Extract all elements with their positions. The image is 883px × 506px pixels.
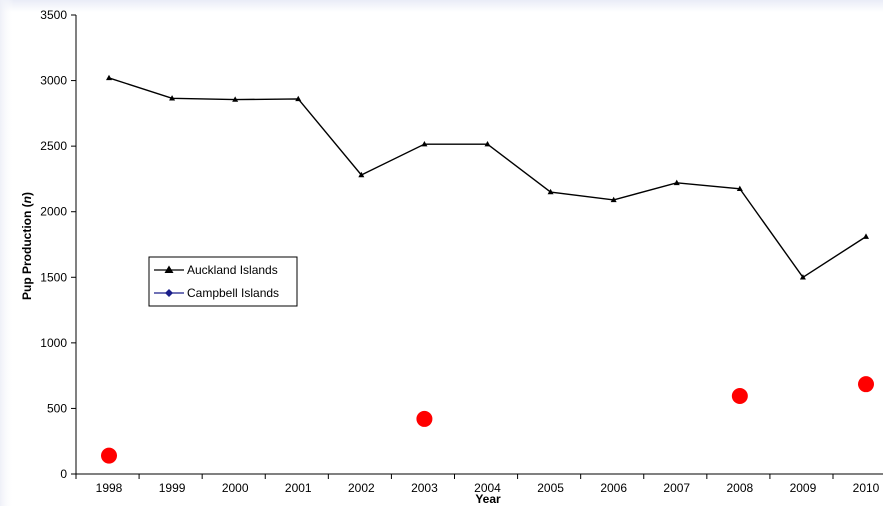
x-tick-label: 2009 [790, 481, 817, 495]
x-tick-label: 2007 [663, 481, 690, 495]
x-tick-label: 1998 [96, 481, 123, 495]
y-tick-label: 1000 [40, 336, 67, 350]
tick-labels: 0 500 1000 1500 2000 2500 3000 3500 1998 1999 2000… [40, 8, 879, 495]
x-tick-label: 2003 [411, 481, 438, 495]
series-markers [106, 74, 869, 280]
legend-campbell-marker [165, 289, 173, 297]
x-tick-label: 2008 [726, 481, 753, 495]
auckland-point [169, 95, 176, 101]
y-tick-label: 0 [60, 467, 67, 481]
y-tick-label: 500 [47, 401, 67, 415]
y-axis-label: Pup Production (n) [20, 192, 34, 300]
auckland-point [736, 185, 743, 191]
legend: Auckland Islands Campbell Islands [148, 256, 298, 307]
auckland-point [547, 188, 554, 195]
auckland-point [610, 196, 617, 203]
auckland-point [106, 74, 112, 81]
auckland-point [484, 140, 491, 147]
x-tick-label: 1999 [159, 481, 186, 495]
x-tick-label: 2005 [537, 481, 564, 495]
x-tick-label: 2006 [600, 481, 627, 495]
x-tick-label: 2010 [853, 481, 880, 495]
legend-auckland-label: Auckland Islands [187, 263, 278, 277]
y-tick-label: 3000 [40, 74, 67, 88]
auckland-point [863, 233, 869, 239]
axes [71, 14, 883, 479]
campbell-points [101, 376, 874, 464]
auckland-point [421, 140, 428, 147]
legend-auckland-marker [164, 265, 174, 273]
left-background-band [0, 0, 14, 506]
x-tick-label: 2002 [348, 481, 375, 495]
y-tick-label: 1500 [40, 270, 67, 284]
x-axis-label: Year [475, 492, 501, 506]
legend-campbell-label: Campbell Islands [187, 286, 279, 300]
auckland-point [295, 95, 302, 102]
campbell-point [731, 387, 748, 404]
auckland-point [358, 171, 365, 178]
auckland-point [232, 96, 239, 102]
y-tick-label: 3500 [40, 8, 67, 22]
auckland-islands-line [108, 77, 867, 279]
top-background-band [0, 0, 883, 12]
x-tick-label: 2000 [222, 481, 249, 495]
campbell-point [416, 410, 433, 427]
y-tick-label: 2500 [40, 139, 67, 153]
auckland-point [799, 274, 806, 280]
x-tick-label: 2001 [285, 481, 312, 495]
x-tick-label: 2004 [474, 481, 501, 495]
series-lines [108, 77, 867, 279]
auckland-point [673, 179, 680, 186]
campbell-point [858, 376, 874, 393]
y-tick-label: 2000 [40, 205, 67, 219]
legend-box [148, 256, 298, 307]
campbell-point [101, 447, 117, 464]
